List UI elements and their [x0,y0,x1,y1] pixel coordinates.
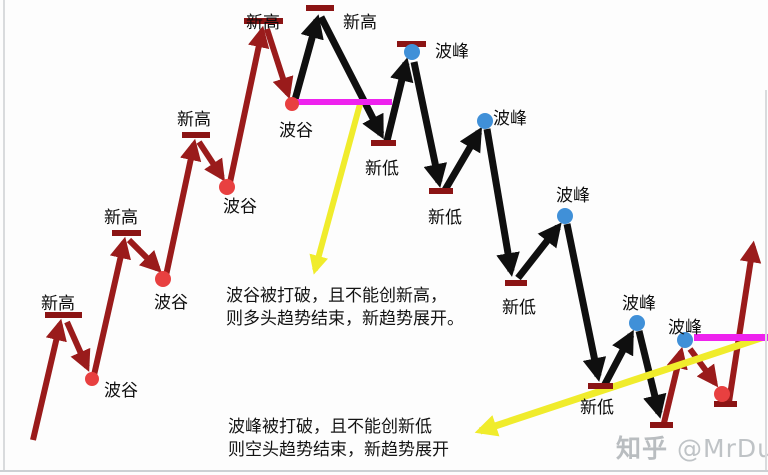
label-new-high-3: 新高 [177,110,211,130]
up-leg-1 [30,318,67,441]
peak-dot-4 [629,315,645,331]
level-bar-high-1 [45,312,82,318]
label-new-low-1: 新低 [365,159,399,179]
level-bar-high-3 [182,132,210,138]
bottom-edge-line [0,470,768,472]
down-leg-2 [126,237,162,273]
callout-arrow-bear [474,333,766,437]
left-edge-line [3,0,5,470]
peak-dots [404,44,693,348]
label-new-low-4: 新低 [580,398,614,418]
watermark-handle: @MrDu [677,434,768,463]
label-new-low-3: 新低 [502,298,536,318]
peak-dot-2 [477,113,493,129]
point-labels: 新高 波谷 新高 波谷 新高 波谷 新高 波谷 新高 新低 波峰 新低 波峰 新… [41,13,702,418]
down-leg-8 [563,223,607,382]
trough-dot-3 [219,179,235,195]
annotation-bear-line1: 波峰被打破，且不能创新低 [228,417,432,437]
up-leg-8 [515,222,562,281]
down-leg-7 [483,128,520,277]
down-leg-1 [64,320,91,372]
level-bar-low-2 [429,188,453,194]
label-trough-3: 波谷 [223,197,257,217]
peak-dot-3 [557,208,573,224]
up-leg-7 [441,126,483,192]
level-bar-low-4 [588,383,613,389]
up-leg-11 [726,240,762,403]
up-leg-5 [289,14,324,108]
label-new-high-5: 新高 [343,13,377,33]
down-leg-5 [317,15,385,140]
label-peak-2: 波峰 [493,109,527,129]
up-leg-2 [89,236,131,385]
trough-dots [85,97,730,402]
label-trough-1: 波谷 [104,381,138,401]
trough-dot-5 [714,386,730,402]
level-bar-low-1 [371,140,396,146]
right-edge-line [765,90,767,470]
level-bar-high-4 [244,18,283,24]
annotation-bull-trend-end: 波谷被打破，且不能创新高， 则多头趋势结束，新趋势展开。 [226,285,464,332]
watermark-brand: 知乎 [616,434,669,463]
annotation-bull-line1: 波谷被打破，且不能创新高， [226,286,447,306]
trough-dot-4 [285,97,299,111]
up-leg-9 [600,329,635,388]
annotation-bear-trend-end: 波峰被打破，且不能创新低 则空头趋势结束，新趋势展开 [228,416,449,463]
label-peak-4: 波峰 [622,294,656,314]
level-bar-low-3 [505,280,527,286]
label-trough-2: 波谷 [154,293,188,313]
label-peak-1: 波峰 [435,42,469,62]
level-bar-peak-1 [397,41,426,47]
uptrend-legs [30,25,294,441]
level-bars [45,5,737,428]
annotation-bull-line2: 则多头趋势结束，新趋势展开。 [226,309,464,330]
down-leg-6 [410,61,448,188]
down-leg-3 [196,140,225,182]
break-level-line-peak [694,334,768,341]
label-new-high-2: 新高 [104,208,138,228]
label-new-high-1: 新高 [41,294,75,314]
peak-dot-5 [677,332,693,348]
downtrend-legs [289,14,667,419]
break-level-line-trough [292,99,392,105]
label-peak-5: 波峰 [668,318,702,338]
level-bar-trough-5 [714,401,737,407]
peak-dot-1 [404,44,420,60]
label-trough-4: 波谷 [279,121,313,141]
level-bar-low-5 [650,422,673,428]
callout-arrow-bull [309,103,363,275]
label-peak-3: 波峰 [556,186,590,206]
label-new-high-4: 新高 [246,13,280,33]
trough-dot-1 [85,372,99,386]
up-leg-3 [161,138,202,286]
level-bar-high-2 [112,230,141,236]
watermark: 知乎 @MrDu [616,429,768,465]
level-bar-high-5 [306,5,334,11]
up-leg-4 [225,25,270,193]
annotation-bear-line2: 则空头趋势结束，新趋势展开 [228,440,449,461]
trough-dot-2 [155,271,171,287]
down-leg-10 [687,347,719,388]
down-leg-4 [264,28,294,100]
label-new-low-2: 新低 [428,208,462,228]
up-leg-6 [382,57,414,146]
